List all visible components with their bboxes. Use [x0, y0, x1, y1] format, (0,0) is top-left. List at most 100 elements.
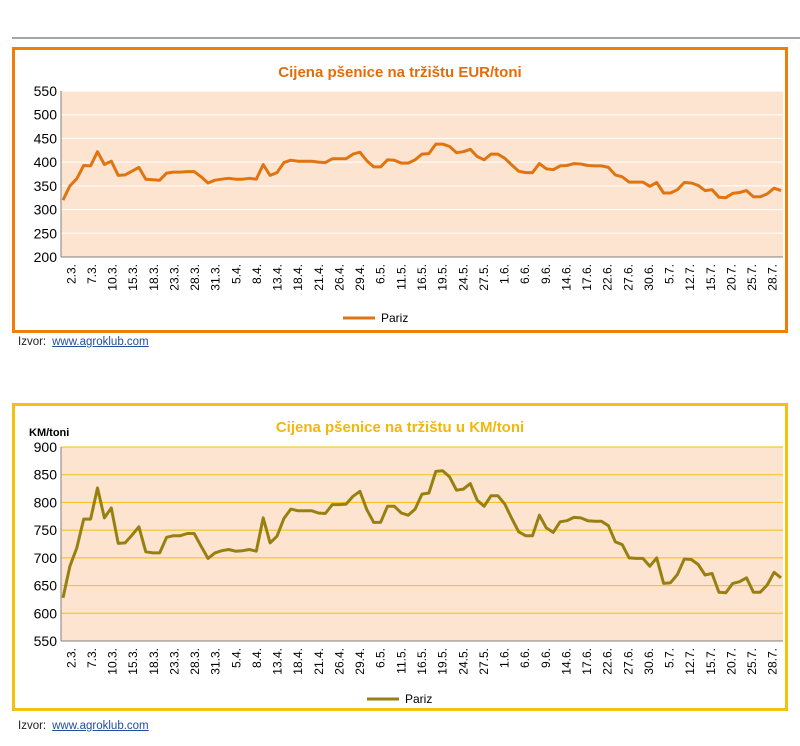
legend-label: Pariz [405, 692, 432, 706]
y-tick-label: 800 [34, 494, 58, 510]
x-tick-label: 28.3. [188, 648, 202, 675]
y-tick-label: 400 [34, 154, 58, 170]
y-tick-label: 200 [34, 249, 58, 265]
top-divider [12, 37, 800, 39]
chart-km-svg: Cijena pšenice na tržištu u KM/toni KM/t… [29, 419, 783, 706]
x-tick-label: 27.5. [477, 648, 491, 675]
x-tick-label: 18.3. [147, 648, 161, 675]
x-tick-label: 29.4. [353, 264, 367, 291]
x-tick-label: 16.5. [415, 648, 429, 675]
grid-lines [60, 90, 783, 258]
y-tick-label: 350 [34, 178, 58, 194]
source-note: Izvor: www.agroklub.com [18, 720, 149, 732]
x-tick-label: 17.6. [580, 264, 594, 291]
x-tick-label: 15.7. [704, 648, 718, 675]
x-tick-label: 19.5. [436, 264, 450, 291]
chart-eur-svg: Cijena pšenice na tržištu EUR/toni 200 25… [34, 64, 783, 325]
x-tick-label: 5.4. [229, 648, 243, 668]
x-tick-label: 26.4. [332, 264, 346, 291]
x-tick-label: 17.6. [580, 648, 594, 675]
x-tick-label: 14.6. [559, 648, 573, 675]
y-tick-label: 250 [34, 225, 58, 241]
legend: Pariz [343, 311, 408, 325]
x-tick-label: 13.4. [271, 648, 285, 675]
x-tick-label: 5.4. [229, 264, 243, 284]
x-tick-label: 27.6. [621, 264, 635, 291]
x-tick-label: 6.5. [374, 648, 388, 668]
x-tick-label: 25.7. [745, 264, 759, 291]
x-tick-label: 7.3. [85, 264, 99, 284]
x-tick-label: 6.6. [518, 648, 532, 668]
x-tick-label: 18.4. [291, 648, 305, 675]
x-tick-label: 25.7. [745, 648, 759, 675]
y-axis-label: KM/toni [29, 427, 69, 439]
x-tick-label: 5.7. [663, 648, 677, 668]
y-tick-label: 450 [34, 130, 58, 146]
x-tick-label: 28.7. [766, 648, 780, 675]
x-tick-label: 22.6. [601, 264, 615, 291]
x-tick-label: 8.4. [250, 648, 264, 668]
y-tick-label: 600 [34, 605, 58, 621]
x-tick-label: 30.6. [642, 648, 656, 675]
x-tick-label: 1.6. [498, 648, 512, 668]
x-tick-label: 21.4. [312, 264, 326, 291]
x-tick-label: 8.4. [250, 264, 264, 284]
x-tick-label: 31.3. [209, 648, 223, 675]
x-tick-label: 9.6. [539, 648, 553, 668]
x-axis-ticks: 2.3. 7.3. 10.3. 15.3. 18.3. 23.3. 28.3. 31.3. 5.… [64, 648, 779, 675]
x-tick-label: 18.4. [291, 264, 305, 291]
legend-label: Pariz [381, 311, 408, 325]
x-tick-label: 11.5. [394, 648, 408, 674]
x-tick-label: 2.3. [64, 648, 78, 668]
x-tick-label: 27.5. [477, 264, 491, 291]
chart-title: Cijena pšenice na tržištu EUR/toni [278, 64, 521, 81]
y-tick-label: 650 [34, 578, 58, 594]
source-link[interactable]: www.agroklub.com [52, 336, 149, 348]
x-tick-label: 20.7. [724, 264, 738, 291]
y-axis-ticks: 550 600 650 700 750 800 850 900 [34, 439, 58, 649]
plot-area [61, 447, 783, 641]
source-label: Izvor: [18, 336, 47, 348]
x-tick-label: 11.5. [394, 264, 408, 290]
source-note: Izvor: www.agroklub.com [18, 336, 149, 348]
x-tick-label: 10.3. [106, 648, 120, 675]
x-tick-label: 24.5. [456, 648, 470, 675]
x-tick-label: 19.5. [436, 648, 450, 675]
x-tick-label: 9.6. [539, 264, 553, 284]
x-tick-label: 12.7. [683, 648, 697, 675]
source-link[interactable]: www.agroklub.com [52, 720, 149, 732]
y-tick-label: 700 [34, 550, 58, 566]
x-tick-label: 2.3. [64, 264, 78, 284]
y-tick-label: 750 [34, 522, 58, 538]
x-tick-label: 14.6. [559, 264, 573, 291]
source-label: Izvor: [18, 720, 47, 732]
x-tick-label: 13.4. [271, 264, 285, 291]
x-tick-label: 6.5. [374, 264, 388, 284]
y-tick-label: 900 [34, 439, 58, 455]
legend: Pariz [367, 692, 432, 706]
x-tick-label: 15.3. [126, 264, 140, 291]
x-tick-label: 18.3. [147, 264, 161, 291]
x-tick-label: 23.3. [167, 648, 181, 675]
grid-lines [60, 446, 783, 642]
x-tick-label: 10.3. [106, 264, 120, 291]
x-axis-ticks: 2.3. 7.3. 10.3. 15.3. 18.3. 23.3. 28.3. 31.3. 5.… [64, 264, 779, 291]
x-tick-label: 1.6. [498, 264, 512, 284]
x-tick-label: 26.4. [332, 648, 346, 675]
x-tick-label: 31.3. [209, 264, 223, 291]
chart-km: Cijena pšenice na tržištu u KM/toni KM/t… [12, 403, 788, 711]
series-line-pariz [61, 469, 782, 599]
x-tick-label: 7.3. [85, 648, 99, 668]
x-tick-label: 15.7. [704, 264, 718, 291]
x-tick-label: 12.7. [683, 264, 697, 291]
chart-eur: Cijena pšenice na tržištu EUR/toni 200 25… [12, 47, 788, 333]
x-tick-label: 16.5. [415, 264, 429, 291]
x-tick-label: 22.6. [601, 648, 615, 675]
y-tick-label: 850 [34, 467, 58, 483]
y-tick-label: 300 [34, 202, 58, 218]
x-tick-label: 28.3. [188, 264, 202, 291]
x-tick-label: 27.6. [621, 648, 635, 675]
x-tick-label: 5.7. [663, 264, 677, 284]
plot-area [61, 91, 783, 257]
x-tick-label: 21.4. [312, 648, 326, 675]
